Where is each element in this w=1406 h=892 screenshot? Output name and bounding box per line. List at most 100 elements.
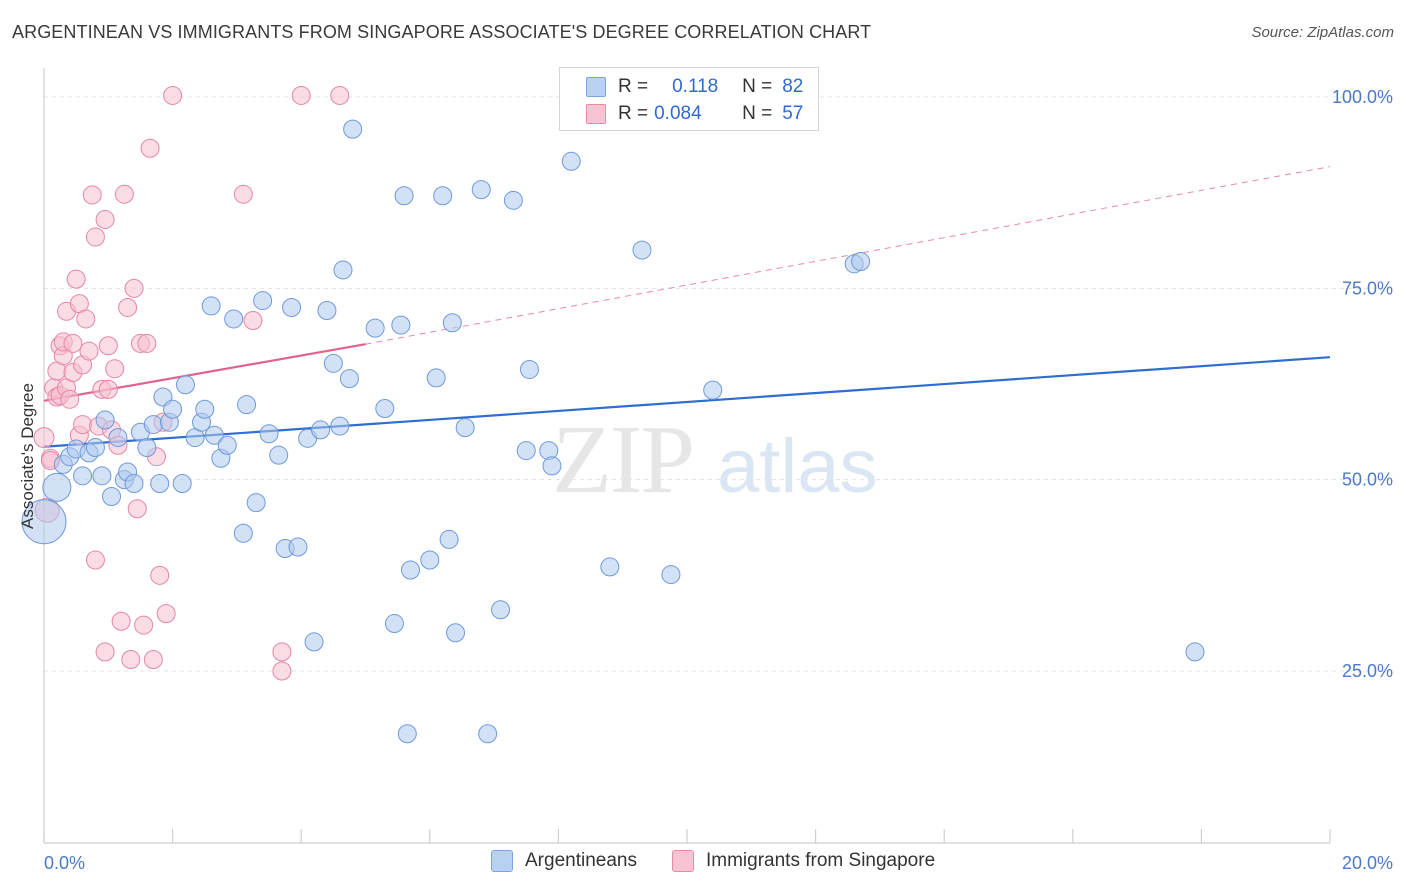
data-point-argentineans: [108, 428, 128, 448]
data-point-argentineans: [288, 537, 308, 557]
data-point-argentineans: [420, 550, 440, 570]
data-point-argentineans: [304, 632, 324, 652]
data-point-argentineans: [516, 441, 536, 461]
legend-swatch-pink: [586, 104, 606, 124]
data-point-argentineans: [471, 180, 491, 200]
data-point-argentineans: [503, 190, 523, 210]
data-point-argentineans: [21, 499, 67, 545]
data-point-argentineans: [333, 260, 353, 280]
legend-r-value-argentineans: 0.118: [672, 76, 719, 97]
legend-r-label: R =: [618, 76, 649, 97]
data-point-singapore: [66, 269, 86, 289]
data-point-argentineans: [661, 565, 681, 585]
data-point-singapore: [98, 336, 118, 356]
data-point-argentineans: [85, 438, 105, 458]
data-point-argentineans: [73, 466, 93, 486]
data-point-argentineans: [478, 724, 498, 744]
data-point-singapore: [76, 309, 96, 329]
data-point-singapore: [85, 550, 105, 570]
data-point-singapore: [111, 611, 131, 631]
data-point-argentineans: [92, 466, 112, 486]
data-point-argentineans: [42, 472, 72, 502]
legend-n-value-singapore: 57: [782, 103, 804, 124]
data-point-argentineans: [439, 529, 459, 549]
legend-n-label: N =: [742, 103, 773, 124]
legend-label-argentineans: Argentineans: [525, 850, 637, 871]
data-point-singapore: [63, 333, 83, 353]
data-point-singapore: [121, 650, 141, 670]
data-point-singapore: [156, 604, 176, 624]
legend-swatch-argentineans: [491, 850, 513, 872]
data-point-argentineans: [163, 399, 183, 419]
data-point-argentineans: [433, 186, 453, 206]
data-point-argentineans: [282, 297, 302, 317]
x-ticks: [43, 829, 1331, 843]
grid-lines: [44, 96, 1390, 672]
data-point-argentineans: [401, 560, 421, 580]
y-tick-labels: 25.0% 50.0% 75.0% 100.0%: [1332, 87, 1393, 681]
data-point-argentineans: [195, 399, 215, 419]
data-point-argentineans: [397, 724, 417, 744]
y-tick-label: 75.0%: [1342, 278, 1393, 298]
legend-n-value-argentineans: 82: [782, 76, 804, 97]
data-point-singapore: [33, 427, 55, 449]
data-point-singapore: [114, 184, 134, 204]
legend-swatch-singapore: [672, 850, 694, 872]
data-point-singapore: [118, 297, 138, 317]
data-point-singapore: [79, 341, 99, 361]
data-point-singapore: [137, 333, 157, 353]
legend-n-label: N =: [742, 76, 773, 97]
watermark-zip: ZIP: [552, 406, 693, 514]
data-point-argentineans: [310, 420, 330, 440]
data-point-argentineans: [246, 493, 266, 513]
legend-item-singapore[interactable]: Immigrants from Singapore: [672, 850, 935, 872]
data-point-argentineans: [233, 523, 253, 543]
data-point-argentineans: [95, 410, 115, 430]
data-point-singapore: [272, 661, 292, 681]
watermark-atlas: atlas: [717, 424, 878, 509]
data-point-singapore: [243, 310, 263, 330]
data-point-singapore: [330, 85, 350, 105]
data-point-argentineans: [330, 416, 350, 436]
data-point-argentineans: [204, 425, 224, 445]
data-point-singapore: [150, 565, 170, 585]
data-point-argentineans: [224, 309, 244, 329]
data-point-argentineans: [375, 398, 395, 418]
data-point-singapore: [60, 389, 80, 409]
data-point-argentineans: [384, 614, 404, 634]
data-point-argentineans: [217, 435, 237, 455]
y-tick-label: 25.0%: [1342, 661, 1393, 681]
legend-row-singapore: R = 0.084 N = 57: [560, 101, 803, 127]
data-point-argentineans: [102, 487, 122, 507]
data-point-singapore: [82, 185, 102, 205]
data-point-argentineans: [632, 240, 652, 260]
y-axis-label: Associate's Degree: [18, 383, 37, 529]
data-point-argentineans: [542, 456, 562, 476]
data-point-argentineans: [237, 395, 257, 415]
trend-line-argentineans: [43, 356, 1331, 448]
data-point-argentineans: [851, 252, 871, 272]
data-point-argentineans: [561, 151, 581, 171]
y-tick-label: 100.0%: [1332, 87, 1393, 107]
data-point-argentineans: [201, 296, 221, 316]
legend-item-argentineans[interactable]: Argentineans: [491, 850, 637, 872]
data-point-singapore: [124, 278, 144, 298]
data-point-argentineans: [442, 313, 462, 333]
data-point-argentineans: [317, 301, 337, 321]
data-point-singapore: [127, 499, 147, 519]
data-point-argentineans: [391, 315, 411, 335]
trend-extension-singapore: [365, 166, 1331, 345]
data-point-argentineans: [394, 186, 414, 206]
data-point-argentineans: [365, 318, 385, 338]
series-legend: Argentineans Immigrants from Singapore: [0, 850, 1406, 878]
data-point-singapore: [134, 615, 154, 635]
data-point-argentineans: [426, 368, 446, 388]
data-point-singapore: [140, 138, 160, 158]
data-point-argentineans: [455, 418, 475, 438]
source-label: Source: ZipAtlas.com: [1251, 24, 1394, 41]
data-point-argentineans: [1185, 642, 1205, 662]
watermark: ZIP atlas: [552, 406, 878, 514]
chart-title: ARGENTINEAN VS IMMIGRANTS FROM SINGAPORE…: [12, 22, 872, 42]
x-tick-label-max: 20.0%: [1342, 853, 1393, 873]
